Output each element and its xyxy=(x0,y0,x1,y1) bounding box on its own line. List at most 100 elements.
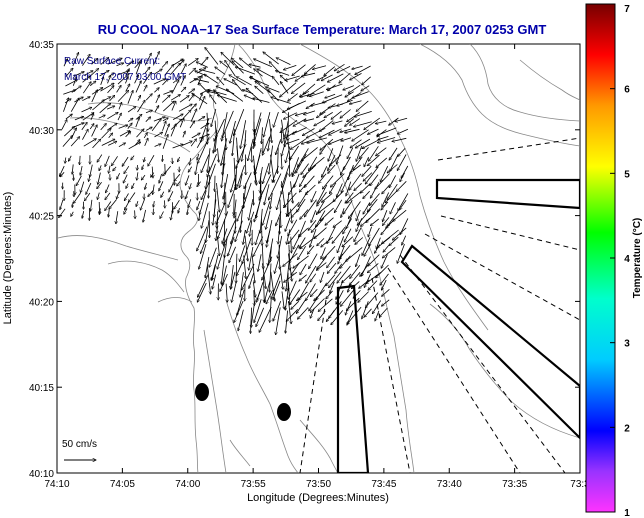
current-vector xyxy=(160,211,164,219)
colorbar-tick-label: 1 xyxy=(624,508,630,518)
current-vector xyxy=(329,182,337,194)
current-vector xyxy=(381,226,388,235)
current-vector xyxy=(328,154,336,171)
current-vector xyxy=(350,164,361,173)
current-vector xyxy=(153,201,154,207)
current-vector xyxy=(155,95,160,104)
current-vector xyxy=(363,190,370,199)
current-vector xyxy=(135,210,136,218)
current-vector xyxy=(224,147,226,166)
current-vector xyxy=(151,119,161,132)
x-tick-label: 73:40 xyxy=(437,479,462,490)
current-vector xyxy=(123,174,128,183)
colorbar-tick-label: 5 xyxy=(624,169,630,180)
current-vector xyxy=(308,219,317,230)
current-vector xyxy=(188,68,196,75)
current-vector xyxy=(127,90,133,104)
current-vector xyxy=(327,256,335,268)
current-vector xyxy=(197,200,201,210)
marker-buoy-west xyxy=(195,383,209,401)
current-vector xyxy=(62,135,73,147)
current-vector xyxy=(240,272,244,297)
colorbar-label: Temperature (°C) xyxy=(632,218,643,299)
current-vector xyxy=(254,299,262,322)
current-vector xyxy=(377,137,396,143)
current-vector xyxy=(342,273,352,283)
current-vector xyxy=(143,72,151,84)
current-vector xyxy=(221,163,225,188)
current-vector xyxy=(124,201,130,210)
current-vector xyxy=(145,182,147,190)
current-vector xyxy=(272,76,280,86)
current-vector xyxy=(353,121,372,127)
current-vector xyxy=(205,256,210,278)
current-vector xyxy=(292,163,300,177)
current-vector xyxy=(353,290,361,298)
current-vector xyxy=(134,75,139,84)
current-vector xyxy=(274,256,280,273)
chart-title: RU COOL NOAA−17 Sea Surface Temperature:… xyxy=(98,22,547,37)
current-vector xyxy=(327,262,337,273)
current-vector xyxy=(320,138,334,150)
current-vector xyxy=(287,100,307,109)
current-vector xyxy=(345,91,354,97)
current-vector xyxy=(197,274,209,298)
current-vector xyxy=(127,107,136,113)
current-vector xyxy=(182,131,185,138)
current-vector xyxy=(231,226,237,244)
current-vector xyxy=(402,235,407,245)
current-vector xyxy=(100,123,107,131)
current-vector xyxy=(365,292,379,308)
current-vector xyxy=(222,228,228,244)
current-vector xyxy=(290,145,299,159)
current-vector xyxy=(174,172,175,186)
current-vector xyxy=(381,254,388,269)
current-vector xyxy=(310,273,317,282)
x-axis-label: Longitude (Degrees:Minutes) xyxy=(247,492,389,504)
current-vector xyxy=(92,100,104,111)
current-vector xyxy=(236,165,245,189)
current-vector xyxy=(217,246,225,270)
current-vector xyxy=(255,229,261,245)
current-vector xyxy=(81,122,87,131)
current-vector xyxy=(178,104,192,112)
current-vector xyxy=(361,217,371,227)
current-vector xyxy=(70,98,79,112)
current-vector xyxy=(217,77,225,86)
current-vector xyxy=(136,200,138,207)
current-vector xyxy=(68,155,72,162)
current-vector xyxy=(321,236,334,247)
current-vector xyxy=(301,163,309,175)
current-vector xyxy=(304,199,317,217)
current-vector xyxy=(266,210,271,230)
current-vector xyxy=(179,96,189,103)
current-vector xyxy=(172,157,173,164)
current-vector xyxy=(99,103,111,114)
current-vector xyxy=(293,255,309,268)
current-vector xyxy=(118,125,128,129)
current-vector xyxy=(311,210,317,222)
current-vector xyxy=(285,121,289,137)
current-vector xyxy=(332,120,343,124)
current-vector xyxy=(333,190,344,202)
current-vector xyxy=(278,226,281,244)
current-vector xyxy=(297,291,308,301)
current-vector xyxy=(86,182,92,195)
current-vector xyxy=(74,116,84,121)
x-ticks: 74:10 74:05 74:00 73:55 73:50 73:45 73:40 73:35… xyxy=(44,44,590,490)
current-vector xyxy=(310,91,324,97)
current-vector xyxy=(142,164,144,170)
current-vector xyxy=(153,79,166,85)
current-vector xyxy=(292,127,307,135)
current-vector xyxy=(281,127,282,144)
current-vector xyxy=(82,76,91,83)
current-vector xyxy=(83,71,93,76)
current-vector xyxy=(117,113,121,121)
current-vector xyxy=(343,218,352,234)
current-vector xyxy=(326,290,333,299)
current-vector xyxy=(320,103,336,115)
current-vector xyxy=(190,139,196,147)
current-vector xyxy=(354,111,372,117)
current-vector xyxy=(360,183,371,193)
current-vector xyxy=(237,289,245,316)
